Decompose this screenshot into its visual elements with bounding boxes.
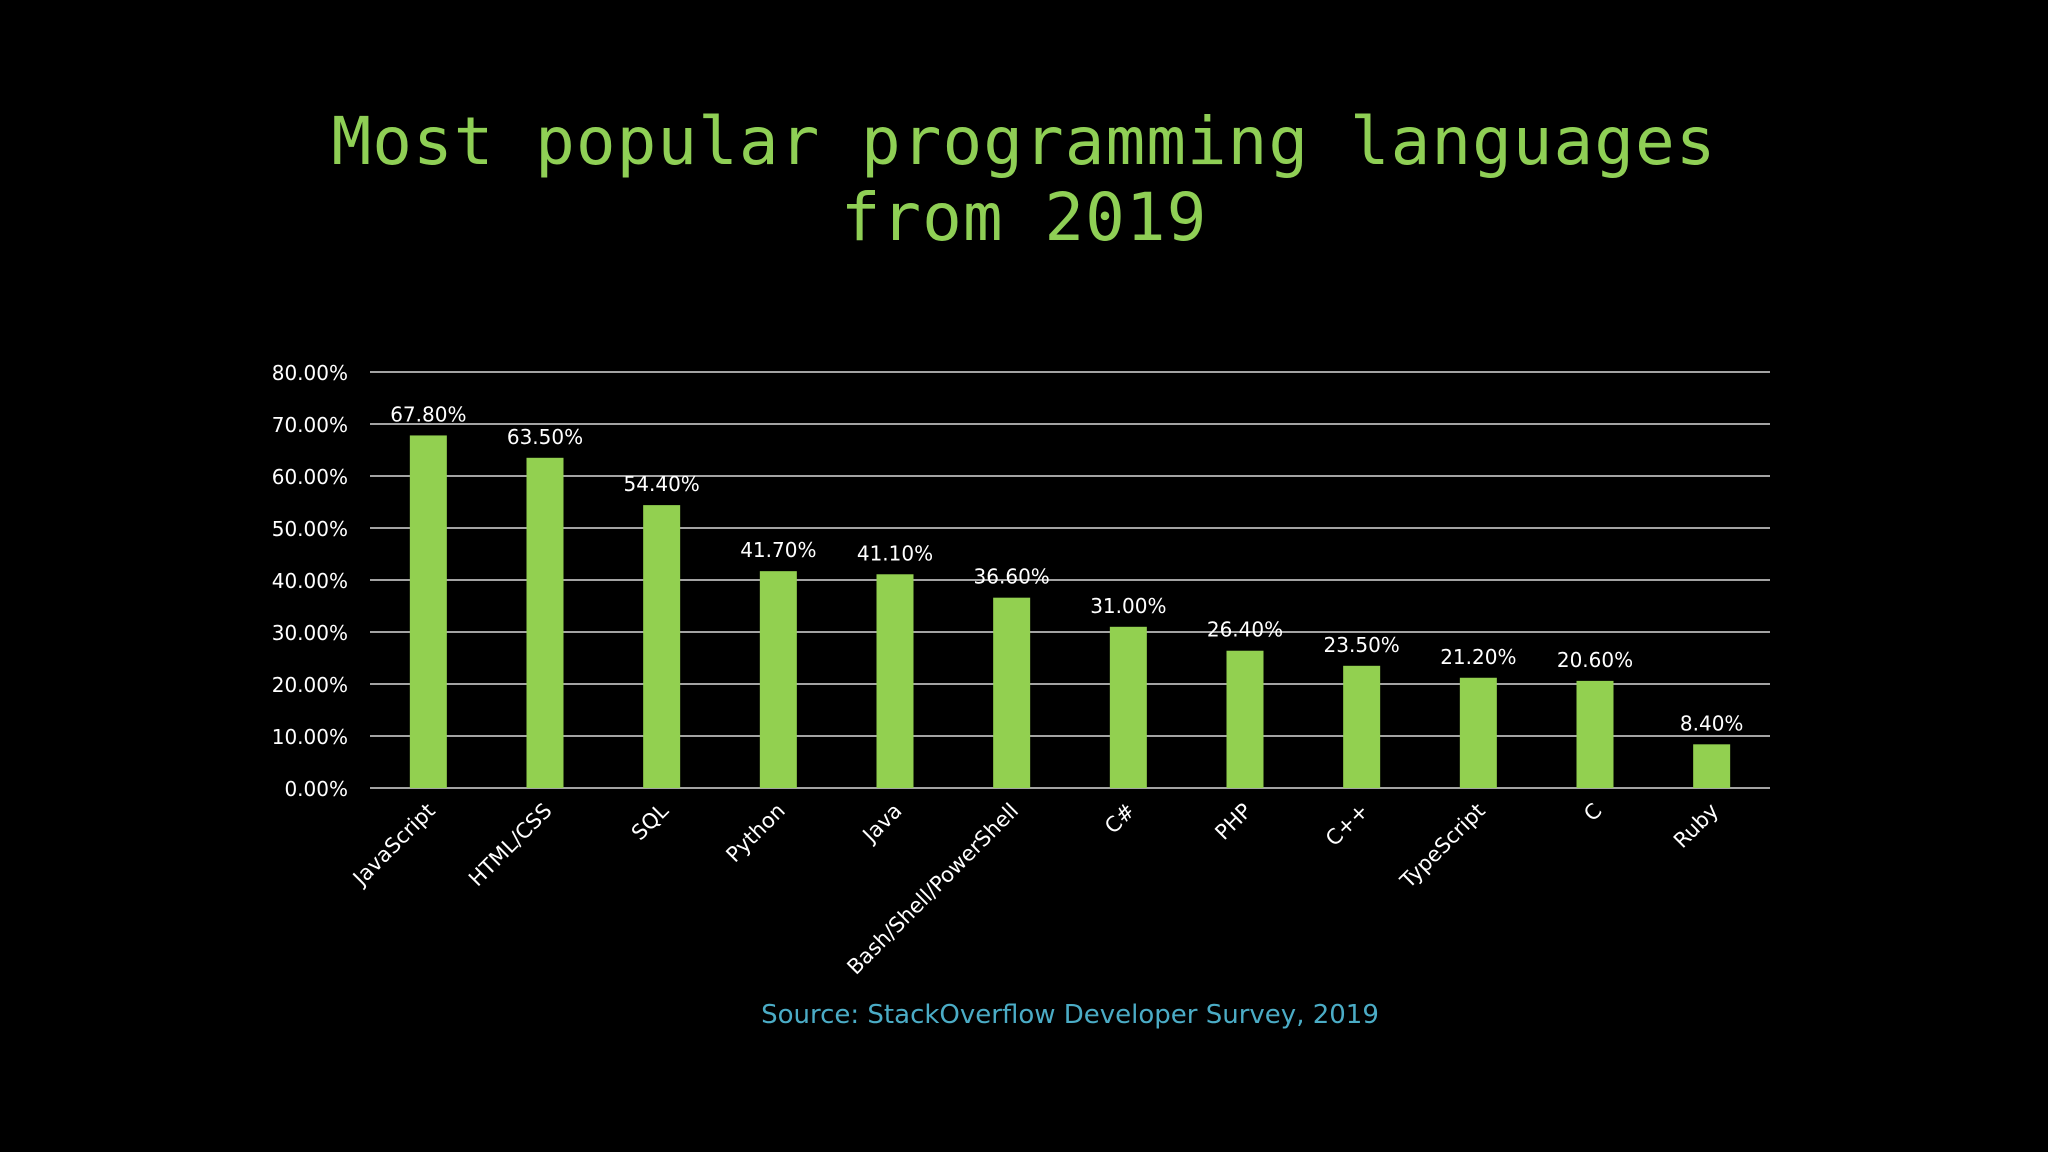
x-tick-label: C [1579,799,1606,826]
y-tick-label: 80.00% [272,361,348,385]
slide-title-line-2: from 2019 [840,179,1208,256]
bar [1343,665,1381,788]
y-axis-tick-labels: 0.00% 10.00% 20.00% 30.00% 40.00% 50.00% 60.00… [272,361,348,801]
slide-title: Most popular programming languages from … [0,104,2048,256]
data-label: 23.50% [1324,633,1400,657]
x-tick-label: Java [857,799,907,849]
data-label: 41.10% [857,541,933,565]
bar [993,597,1031,788]
bar [759,571,797,788]
y-tick-label: 50.00% [272,517,348,541]
data-label: 21.20% [1440,645,1516,669]
bar [1226,650,1264,788]
x-axis-category-labels: JavaScript HTML/CSS SQL Python JavaBash/Shel… [347,798,1723,979]
x-tick-label: PHP [1210,799,1256,845]
data-label: 20.60% [1557,648,1633,672]
bars [409,435,1731,788]
source-note: Source: StackOverflow Developer Survey, … [761,1000,1379,1030]
data-label: 54.40% [624,472,700,496]
bar [1459,677,1497,788]
x-tick-label: JavaScript [347,799,440,892]
bar [526,457,564,788]
bar [876,574,914,788]
x-tick-label: Ruby [1669,799,1723,853]
data-label: 8.40% [1680,711,1744,735]
y-tick-label: 20.00% [272,673,348,697]
x-tick-label: SQL [627,798,674,845]
slide-title-line-1: Most popular programming languages [331,103,1717,180]
data-label: 63.50% [507,425,583,449]
bar [1109,626,1147,788]
data-label: 26.40% [1207,618,1283,642]
x-tick-label: C++ [1321,799,1373,851]
data-label: 67.80% [390,402,466,426]
data-label: 41.70% [740,538,816,562]
x-tick-label: Python [721,799,789,867]
x-tick-label: HTML/CSS [464,799,557,892]
data-labels: 67.80% 63.50% 54.40% 41.70% 41.10% 36.60% 31.0… [390,402,1743,735]
bar [409,435,447,788]
y-tick-label: 30.00% [272,621,348,645]
x-tick-label: TypeScript [1395,799,1490,894]
bar [1576,680,1614,788]
y-tick-label: 60.00% [272,465,348,489]
bar [1693,744,1731,788]
data-label: 31.00% [1090,594,1166,618]
y-tick-label: 0.00% [284,777,348,801]
data-label: 36.60% [974,565,1050,589]
y-tick-label: 40.00% [272,569,348,593]
bar [643,505,681,788]
grid-lines [370,371,1770,789]
x-tick-label: C# [1100,799,1140,839]
y-tick-label: 10.00% [272,725,348,749]
y-tick-label: 70.00% [272,413,348,437]
